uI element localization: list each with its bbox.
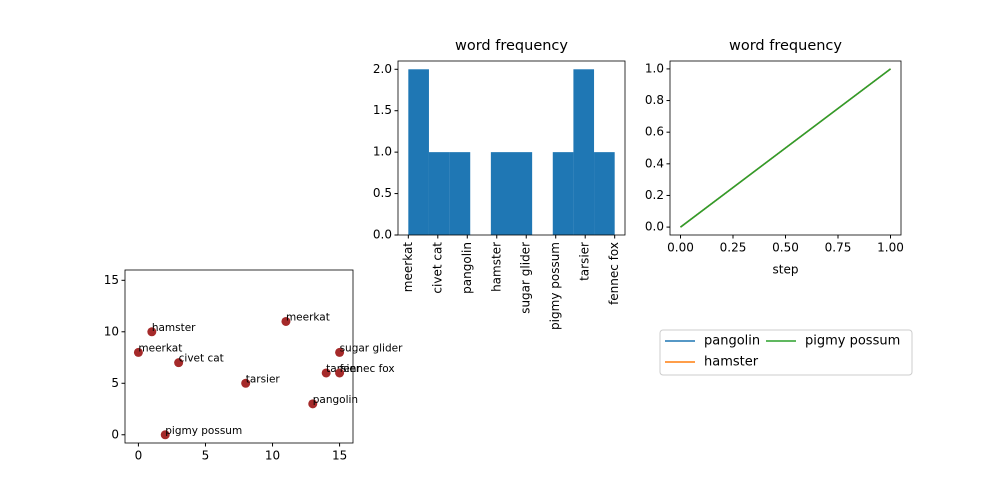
point <box>133 347 143 357</box>
x-tick-label: sugar glider <box>519 242 533 314</box>
y-tick-label: 1.0 <box>645 61 664 75</box>
x-tick-label: meerkat <box>401 242 415 292</box>
y-tick-label: 0.6 <box>645 125 664 139</box>
bar <box>408 69 429 236</box>
y-tick-label: 0 <box>111 427 119 441</box>
x-tick-label: pangolin <box>460 242 474 294</box>
x-tick-label: tarsier <box>578 242 592 281</box>
y-tick-label: 0.5 <box>373 186 392 200</box>
point <box>174 358 184 368</box>
point <box>335 347 345 357</box>
point <box>241 378 251 388</box>
bar <box>428 152 450 235</box>
bar <box>511 152 533 235</box>
y-tick-label: 5 <box>111 376 119 390</box>
y-tick-label: 1.0 <box>373 145 392 159</box>
x-tick-label: hamster <box>489 242 503 292</box>
x-tick-label: 0 <box>135 449 143 463</box>
bar <box>573 69 595 236</box>
legend-label: hamster <box>704 355 759 370</box>
point-label: tarsier <box>326 363 361 375</box>
point <box>281 316 291 326</box>
y-tick-label: 2.0 <box>373 62 392 76</box>
point-label: tarsier <box>246 373 281 385</box>
x-tick-label: 0.00 <box>667 241 694 255</box>
bar <box>449 152 471 235</box>
legend-label: pigmy possum <box>805 334 900 349</box>
x-tick-label: 1.00 <box>877 241 904 255</box>
point-label: meerkat <box>286 311 330 323</box>
x-tick-label: civet cat <box>430 242 444 294</box>
y-tick-label: 0.2 <box>645 188 664 202</box>
bar <box>552 152 574 235</box>
bar <box>594 152 615 235</box>
legend-label: pangolin <box>704 334 760 349</box>
point <box>147 327 157 337</box>
x-axis-label: step <box>773 263 799 277</box>
point-label: pangolin <box>313 394 358 406</box>
axes-title: word frequency <box>455 38 568 54</box>
x-tick-label: 0.25 <box>720 241 747 255</box>
x-tick-label: 15 <box>332 449 347 463</box>
point-label: fennec fox <box>340 363 395 375</box>
point <box>308 399 318 409</box>
line <box>680 68 891 228</box>
point <box>335 368 345 378</box>
point-label: hamster <box>152 322 196 334</box>
point-label: pigmy possum <box>165 425 242 437</box>
y-tick-label: 1.5 <box>373 103 392 117</box>
point <box>160 430 170 440</box>
x-tick-label: pigmy possum <box>548 242 562 330</box>
axes-frame <box>124 269 354 444</box>
axes-title: word frequency <box>729 38 842 54</box>
x-tick-label: 5 <box>202 449 210 463</box>
bar <box>490 152 512 235</box>
point-label: sugar glider <box>340 342 404 354</box>
point-label: meerkat <box>138 342 182 354</box>
x-tick-label: 0.50 <box>772 241 799 255</box>
x-tick-label: fennec fox <box>607 242 621 305</box>
y-tick-label: 10 <box>104 324 119 338</box>
axes-frame <box>397 60 626 236</box>
y-tick-label: 15 <box>104 273 119 287</box>
y-tick-label: 0.8 <box>645 93 664 107</box>
point-label: civet cat <box>179 353 224 365</box>
x-tick-label: 0.75 <box>825 241 852 255</box>
y-tick-label: 0.0 <box>645 220 664 234</box>
point <box>321 368 331 378</box>
y-tick-label: 0.0 <box>373 228 392 242</box>
x-tick-label: 10 <box>265 449 280 463</box>
legend-frame <box>659 329 913 376</box>
y-tick-label: 0.4 <box>645 156 664 170</box>
